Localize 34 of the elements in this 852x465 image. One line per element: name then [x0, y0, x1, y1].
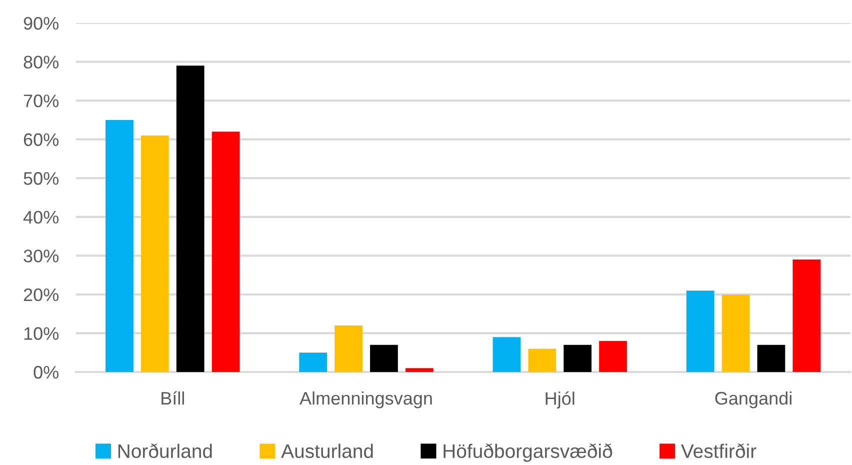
- bar: [405, 368, 434, 372]
- y-tick-label: 90%: [24, 16, 59, 30]
- bar: [686, 290, 714, 372]
- bar: [599, 340, 627, 372]
- bar: [212, 132, 240, 372]
- y-tick-label: 50%: [24, 172, 59, 185]
- bar: [722, 294, 750, 372]
- y-tick-label: 60%: [24, 133, 59, 146]
- legend-label: Höfuðborgarsvæðið: [444, 443, 612, 462]
- x-tick-label: Bíll: [162, 391, 184, 405]
- legend-label: Vestfirðir: [680, 443, 756, 458]
- bar: [370, 344, 398, 372]
- bar: [299, 352, 328, 372]
- y-tick-label: 70%: [24, 94, 59, 108]
- y-tick-label: 30%: [24, 250, 59, 262]
- y-tick-label: 0%: [34, 366, 59, 379]
- bar: [140, 135, 169, 372]
- legend-label: Austurland: [281, 444, 373, 458]
- bar: [792, 260, 821, 372]
- legend-label: Norðurland: [118, 443, 212, 458]
- bar: [564, 344, 592, 372]
- bar: [334, 325, 362, 372]
- y-tick-label: 80%: [24, 56, 59, 69]
- bar: [492, 337, 521, 372]
- x-tick-label: Hjól: [546, 391, 574, 408]
- bar: [106, 120, 134, 372]
- y-tick-label: 20%: [24, 288, 59, 302]
- x-tick-label: Almenningsvagn: [300, 391, 432, 408]
- bar: [176, 66, 204, 372]
- y-tick-label: 10%: [24, 327, 59, 340]
- y-tick-label: 40%: [23, 210, 59, 224]
- bar: [757, 344, 786, 372]
- bar: [528, 348, 556, 372]
- x-tick-label: Gangandi: [715, 391, 792, 408]
